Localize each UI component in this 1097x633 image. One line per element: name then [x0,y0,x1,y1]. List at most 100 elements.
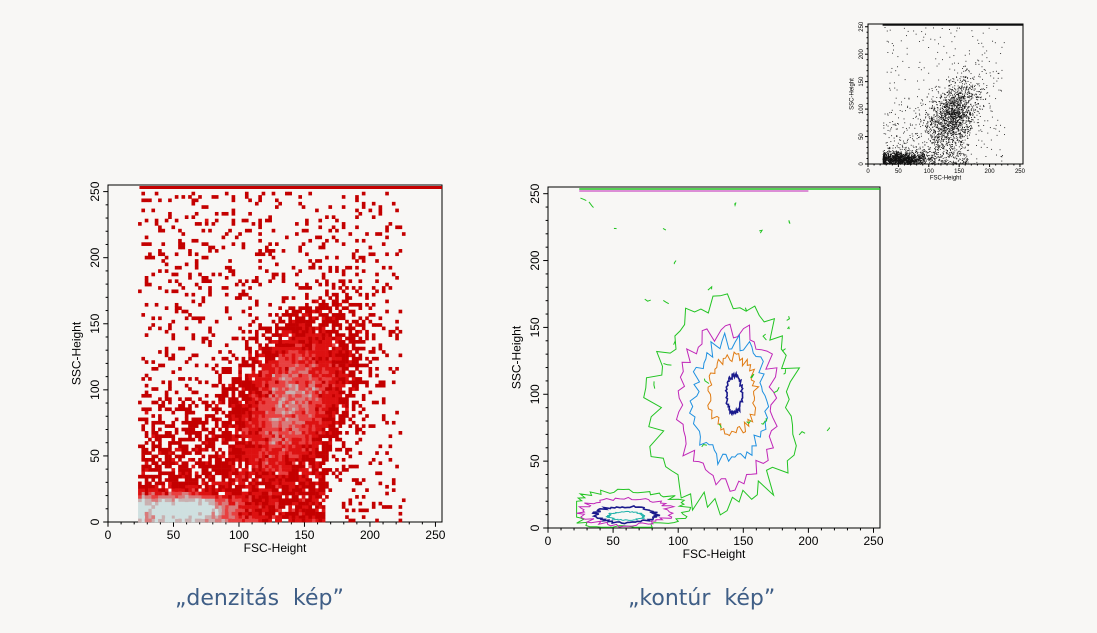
inset-dot [935,132,936,134]
density-cell [308,431,313,435]
inset-dot [918,163,920,164]
density-cell [241,478,246,482]
inset-dot [952,130,954,132]
density-cell [171,508,176,513]
inset-dot [952,90,954,92]
inset-dot [888,160,890,162]
inset-dot [959,109,961,111]
inset-dot [998,72,1000,74]
inset-dot [946,112,948,114]
inset-dot [964,98,966,100]
inset-dot [896,156,898,158]
inset-dot [942,160,944,162]
density-cell [184,518,189,523]
inset-dot [971,119,973,121]
inset-dot [965,93,967,95]
inset-dot [888,158,890,160]
density-cell [298,350,303,354]
density-cell [244,218,249,223]
inset-dot [986,85,988,86]
inset-dot [903,157,905,159]
density-cell [301,417,306,422]
inset-dot [958,114,960,116]
density-cell [365,383,369,388]
inset-dot [948,88,950,90]
density-cell [241,491,246,496]
inset-dot [900,152,902,154]
density-cell [288,451,292,455]
inset-dot [944,94,946,96]
inset-dot [945,114,947,116]
density-cell [178,498,182,503]
density-cell [331,286,336,290]
inset-dot [932,156,933,158]
inset-dot [1001,90,1003,92]
inset-dot [895,160,897,162]
inset-dot [958,90,960,92]
inset-dot [917,118,919,120]
inset-dot [950,119,952,121]
density-cell [305,400,309,405]
inset-dot [916,132,918,134]
density-cell [335,377,339,381]
density-cell [315,518,319,523]
inset-dot [977,96,979,98]
density-cell [271,410,276,415]
inset-dot [918,157,920,159]
inset-dot [959,152,961,154]
inset-dot [939,133,941,135]
inset-dot [967,91,969,93]
inset-dot [945,160,946,162]
inset-dot [955,97,957,99]
density-cell [368,370,373,375]
density-cell [164,262,169,267]
inset-dot [967,109,969,111]
density-cell [231,434,236,439]
density-cell [378,481,383,486]
inset-dot [961,130,963,131]
inset-dot [969,84,971,86]
density-cell [144,518,149,523]
density-cell [268,380,272,385]
inset-dot [962,139,964,141]
inset-dot [908,98,910,100]
density-cell [261,444,266,449]
inset-dot [963,95,965,97]
inset-dot [948,76,950,78]
inset-dot [900,156,902,158]
density-cell [144,511,149,516]
density-cell [211,501,216,506]
inset-dot [938,43,939,45]
inset-dot [899,144,901,146]
density-cell [278,410,282,415]
inset-dot [948,93,950,95]
inset-dot [920,160,922,162]
density-cell [231,336,236,341]
inset-dot [966,149,968,151]
inset-dot [945,120,947,122]
density-cell [198,417,202,422]
density-cell [204,495,209,499]
density-cell [311,495,316,499]
inset-dot [918,40,920,42]
inset-dot [887,159,889,160]
inset-dot [945,102,947,104]
density-cell [191,511,196,516]
inset-dot [957,107,959,109]
density-cell [295,390,299,395]
density-cell [141,501,146,506]
inset-dot [938,123,940,125]
inset-dot [936,89,938,91]
inset-dot [927,157,929,159]
density-cell [291,400,296,405]
inset-dot [948,101,950,103]
inset-dot [934,152,936,154]
inset-x-tick-label: 50 [895,169,902,175]
inset-dot [911,157,913,159]
inset-dot [903,140,904,142]
density-cell [335,329,339,334]
inset-dot [948,140,950,142]
inset-dot [900,157,902,158]
inset-dot [933,114,935,115]
inset-dot [967,126,969,128]
